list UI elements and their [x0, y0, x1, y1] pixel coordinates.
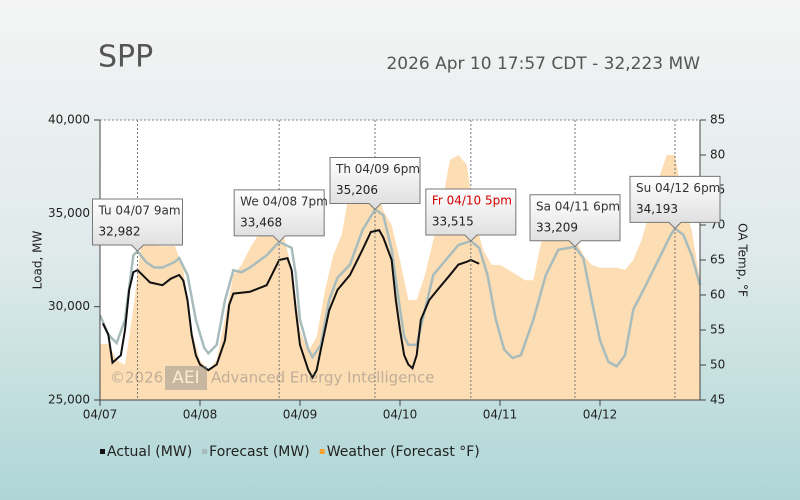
callout-label: Sa 04/11 6pm [536, 199, 620, 213]
x-tick-label: 04/08 [183, 408, 218, 422]
legend-label: Weather (Forecast °F) [327, 444, 480, 460]
watermark-logo: AEI [172, 368, 199, 388]
watermark: ©2026 AEI Advanced Energy Intelligence [110, 366, 434, 390]
callout-box [425, 188, 517, 242]
callout-box [529, 194, 621, 248]
callout-box [233, 189, 325, 243]
callout-label: Tu 04/07 9am [98, 204, 181, 218]
y2-axis-label: OA Temp, °F [736, 223, 750, 297]
watermark-logo-box [165, 366, 207, 390]
callout-label: Th 04/09 6pm [335, 162, 420, 176]
legend-label: Actual (MW) [107, 444, 192, 460]
x-tick-label: 04/09 [283, 408, 318, 422]
callout-box [92, 198, 183, 252]
callout-value: 33,209 [536, 220, 578, 234]
series-line [98, 207, 702, 369]
y-tick-label: 40,000 [48, 113, 90, 127]
weather-area [100, 155, 700, 400]
x-tick-label: 04/10 [383, 408, 418, 422]
x-tick-label: 04/12 [583, 408, 618, 422]
y2-tick-label: 65 [710, 253, 725, 267]
y2-tick-label: 60 [710, 288, 725, 302]
legend-swatch [319, 449, 325, 454]
y2-tick-label: 85 [710, 113, 725, 127]
callout-box [329, 156, 421, 211]
y-tick-label: 30,000 [48, 299, 90, 313]
y2-tick-label: 45 [710, 393, 725, 407]
watermark-name: Advanced Energy Intelligence [211, 369, 434, 387]
callout-box [629, 175, 721, 230]
x-tick-label: 04/07 [83, 408, 118, 422]
y2-tick-label: 80 [710, 148, 725, 162]
legend-swatch [100, 449, 105, 454]
callout-label: We 04/08 7pm [240, 194, 328, 208]
y-tick-label: 35,000 [48, 206, 90, 220]
callout-value: 32,982 [99, 225, 141, 239]
callout-value: 35,206 [336, 183, 378, 197]
x-tick-label: 04/11 [483, 408, 518, 422]
callout-value: 33,468 [240, 215, 282, 229]
callout-label: Su 04/12 6pm [636, 181, 720, 195]
y-axis-label: Load, MW [31, 231, 45, 290]
y2-tick-label: 50 [710, 358, 725, 372]
y-tick-label: 25,000 [48, 393, 90, 407]
legend-label: Forecast (MW) [209, 444, 310, 460]
chart-subtitle: 2026 Apr 10 17:57 CDT - 32,223 MW [386, 54, 700, 74]
callout-label: Fr 04/10 5pm [432, 194, 512, 208]
y2-tick-label: 55 [710, 323, 725, 337]
chart-title: SPP [98, 40, 153, 75]
callout-value: 33,515 [432, 215, 474, 229]
legend-swatch [202, 449, 208, 454]
series-line [102, 228, 480, 380]
callout-value: 34,193 [636, 202, 678, 216]
watermark-copyright: ©2026 [110, 369, 163, 387]
